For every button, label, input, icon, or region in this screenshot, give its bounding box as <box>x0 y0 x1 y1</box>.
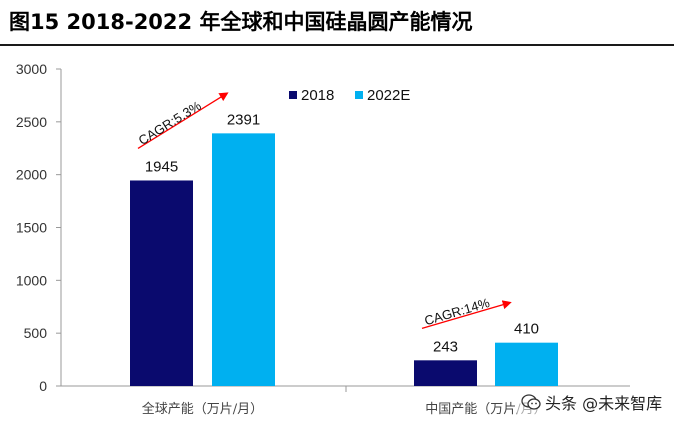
cagr-annotation: CAGR:14% <box>423 295 492 328</box>
x-category-label: 全球产能（万片/月） <box>142 401 263 417</box>
y-tick-label: 1000 <box>16 272 47 288</box>
bar-2022E-china <box>495 342 558 386</box>
watermark: 头条 @未来智库 <box>517 389 667 415</box>
wechat-icon <box>521 394 541 410</box>
legend-label-2018: 2018 <box>301 87 334 104</box>
data-label: 243 <box>433 338 458 355</box>
y-tick-label: 1500 <box>16 220 47 236</box>
legend-swatch-2018 <box>289 91 297 99</box>
y-tick-label: 2500 <box>16 114 47 130</box>
x-category-label: 中国产能（万片/月） <box>425 402 546 417</box>
data-label: 2391 <box>227 111 260 128</box>
legend-swatch-2022E <box>355 91 363 99</box>
y-tick-label: 0 <box>39 378 47 394</box>
chart-title: 图15 2018-2022 年全球和中国硅晶圆产能情况 <box>9 10 473 34</box>
data-label: 410 <box>514 321 539 338</box>
title-divider <box>0 44 674 46</box>
data-label: 1945 <box>145 158 178 175</box>
bar-2022E-global <box>212 133 275 386</box>
cagr-annotation: CAGR:5.3% <box>136 98 204 148</box>
cagr-arrow <box>421 300 512 329</box>
y-tick-label: 500 <box>24 325 48 341</box>
legend-label-2022E: 2022E <box>367 87 410 104</box>
cagr-arrow <box>137 92 229 150</box>
bar-2018-china <box>414 360 477 386</box>
y-tick-label: 3000 <box>16 61 47 77</box>
watermark-text: 头条 @未来智库 <box>545 394 663 413</box>
y-tick-label: 2000 <box>16 167 47 183</box>
bar-2018-global <box>130 180 193 386</box>
